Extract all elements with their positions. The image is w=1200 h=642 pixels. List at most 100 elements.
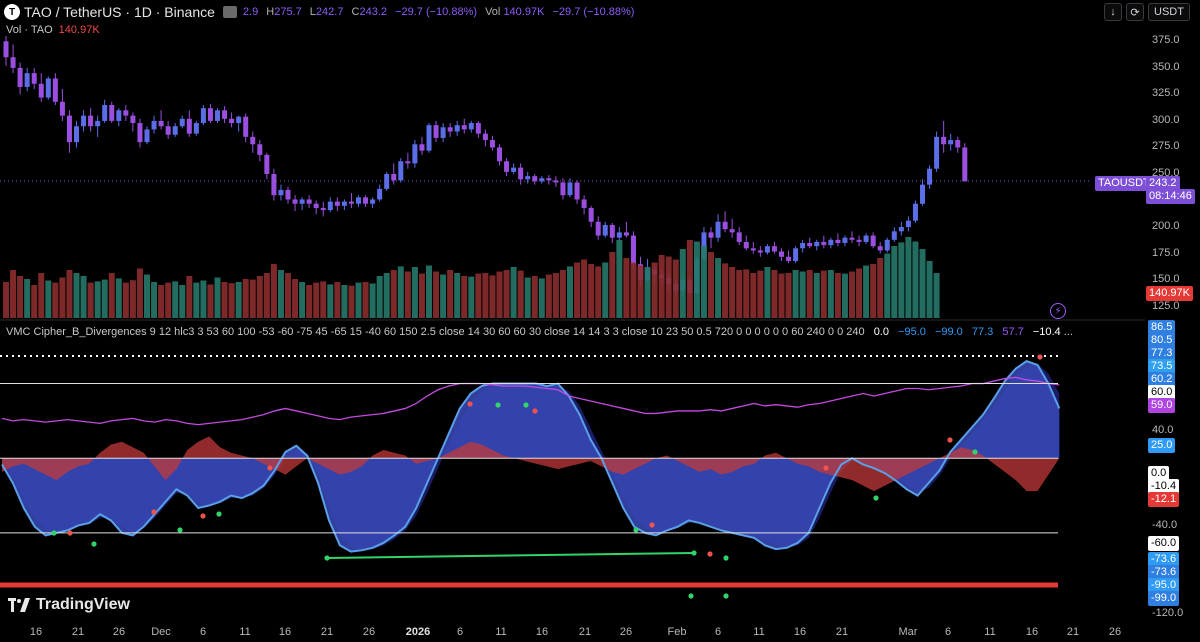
volume-bar xyxy=(447,270,454,318)
candle xyxy=(377,184,383,202)
volume-bar xyxy=(503,270,510,318)
volume-bar xyxy=(834,273,841,318)
time-tick-label: 21 xyxy=(835,626,849,638)
candle xyxy=(927,165,933,189)
candle xyxy=(934,131,940,172)
volume-bar xyxy=(609,252,616,318)
candle xyxy=(750,241,756,254)
candle xyxy=(884,237,890,253)
symbol-icon[interactable]: T xyxy=(4,4,20,20)
volume-bar xyxy=(736,270,743,318)
price-tick-label: 200.0 xyxy=(1152,220,1180,233)
candle xyxy=(186,110,192,137)
volume-bar xyxy=(764,267,771,318)
candle xyxy=(708,227,714,249)
header-bar: T TAO / TetherUS · 1D · Binance 2.9 H275… xyxy=(0,0,1200,24)
bearish-cross-dot xyxy=(947,437,953,443)
volume-bar xyxy=(771,270,778,318)
bearish-cross-dot xyxy=(467,401,473,407)
candle xyxy=(468,120,474,133)
volume-bar xyxy=(827,270,834,318)
indicator-value-badge: 77.3 xyxy=(1148,346,1176,361)
candle xyxy=(412,140,418,168)
volume-bar xyxy=(369,283,376,318)
indicator-value-badge: 59.0 xyxy=(1148,398,1176,413)
volume-bar xyxy=(242,279,249,318)
volume-bar xyxy=(158,285,165,318)
candle xyxy=(229,112,235,128)
volume-bar xyxy=(559,270,566,318)
candle xyxy=(623,221,629,238)
price-tick-label: 275.0 xyxy=(1152,140,1180,153)
indicator-legend-more[interactable]: ... xyxy=(1063,326,1073,338)
volume-bar xyxy=(31,285,38,318)
candle xyxy=(130,112,136,132)
candle xyxy=(257,140,263,162)
candle xyxy=(172,123,178,137)
volume-bar xyxy=(785,273,792,318)
lightning-icon[interactable]: ⚡ xyxy=(1050,303,1066,319)
volume-bar xyxy=(285,273,291,318)
indicator-legend-text: VMC Cipher_B_Divergences 9 12 hlc3 3 53 … xyxy=(6,326,865,338)
volume-bar xyxy=(870,264,877,318)
volume-bar xyxy=(672,259,679,318)
bearish-cross-dot xyxy=(200,513,206,519)
candle xyxy=(475,120,481,138)
volume-bar xyxy=(806,270,813,318)
collapse-icon[interactable] xyxy=(222,6,237,18)
time-tick-label: 16 xyxy=(793,626,807,638)
indicator-value-badge: 86.5 xyxy=(1148,320,1176,335)
volume-bar xyxy=(235,282,242,318)
money-flow-area xyxy=(2,436,1060,492)
indicator-value-1: 0.0 xyxy=(873,326,889,338)
currency-button[interactable]: USDT xyxy=(1148,3,1190,21)
volume-bar xyxy=(454,273,461,318)
candle xyxy=(278,184,284,201)
volume-bar xyxy=(87,282,94,318)
price-tick-label: 350.0 xyxy=(1152,60,1180,73)
volume-bar xyxy=(144,274,150,318)
tradingview-icon xyxy=(8,598,30,612)
bullish-cross-dot xyxy=(324,555,330,561)
indicator-value-badge: 80.5 xyxy=(1148,333,1176,348)
bullish-cross-dot xyxy=(691,550,697,556)
candle xyxy=(482,129,488,147)
volume-bar xyxy=(207,284,214,318)
refresh-button[interactable]: ⟳ xyxy=(1126,3,1144,21)
volume-bar xyxy=(905,237,912,318)
volume-bar xyxy=(856,268,863,318)
candle xyxy=(729,218,735,238)
time-tick-label: 26 xyxy=(1108,626,1122,638)
symbol-title[interactable]: TAO / TetherUS · 1D · Binance xyxy=(24,4,215,20)
candle xyxy=(489,135,495,151)
time-tick-label: 11 xyxy=(984,626,996,638)
candle xyxy=(743,235,749,251)
candle xyxy=(419,136,425,155)
candle xyxy=(828,237,834,249)
bullish-cross-dot xyxy=(523,402,529,408)
candle xyxy=(341,199,347,211)
candle xyxy=(236,115,242,132)
indicator-legend[interactable]: VMC Cipher_B_Divergences 9 12 hlc3 3 53 … xyxy=(6,326,1073,338)
tradingview-logo[interactable]: TradingView xyxy=(8,596,130,614)
indicator-value-3: −99.0 xyxy=(934,326,963,338)
volume-legend[interactable]: Vol · TAO 140.97K xyxy=(6,24,100,36)
download-button[interactable]: ↓ xyxy=(1104,3,1122,21)
volume-bar xyxy=(750,273,757,318)
volume-bar xyxy=(496,271,503,318)
volume-bar xyxy=(616,240,623,318)
candle xyxy=(215,108,220,124)
indicator-value-badge: -73.6 xyxy=(1148,552,1180,567)
candle xyxy=(10,44,16,74)
price-tick-label: 300.0 xyxy=(1152,113,1180,126)
volume-bar xyxy=(475,273,482,318)
time-tick-label: 16 xyxy=(1025,626,1039,638)
time-tick-label: Mar xyxy=(898,626,918,638)
candle xyxy=(771,241,777,254)
volume-bar xyxy=(94,281,101,318)
indicator-value-4: 77.3 xyxy=(971,326,994,338)
indicator-value-badge: -12.1 xyxy=(1148,492,1180,507)
ohlc-close: 243.2 xyxy=(359,6,387,18)
ohlc-low-label: L xyxy=(309,6,316,18)
